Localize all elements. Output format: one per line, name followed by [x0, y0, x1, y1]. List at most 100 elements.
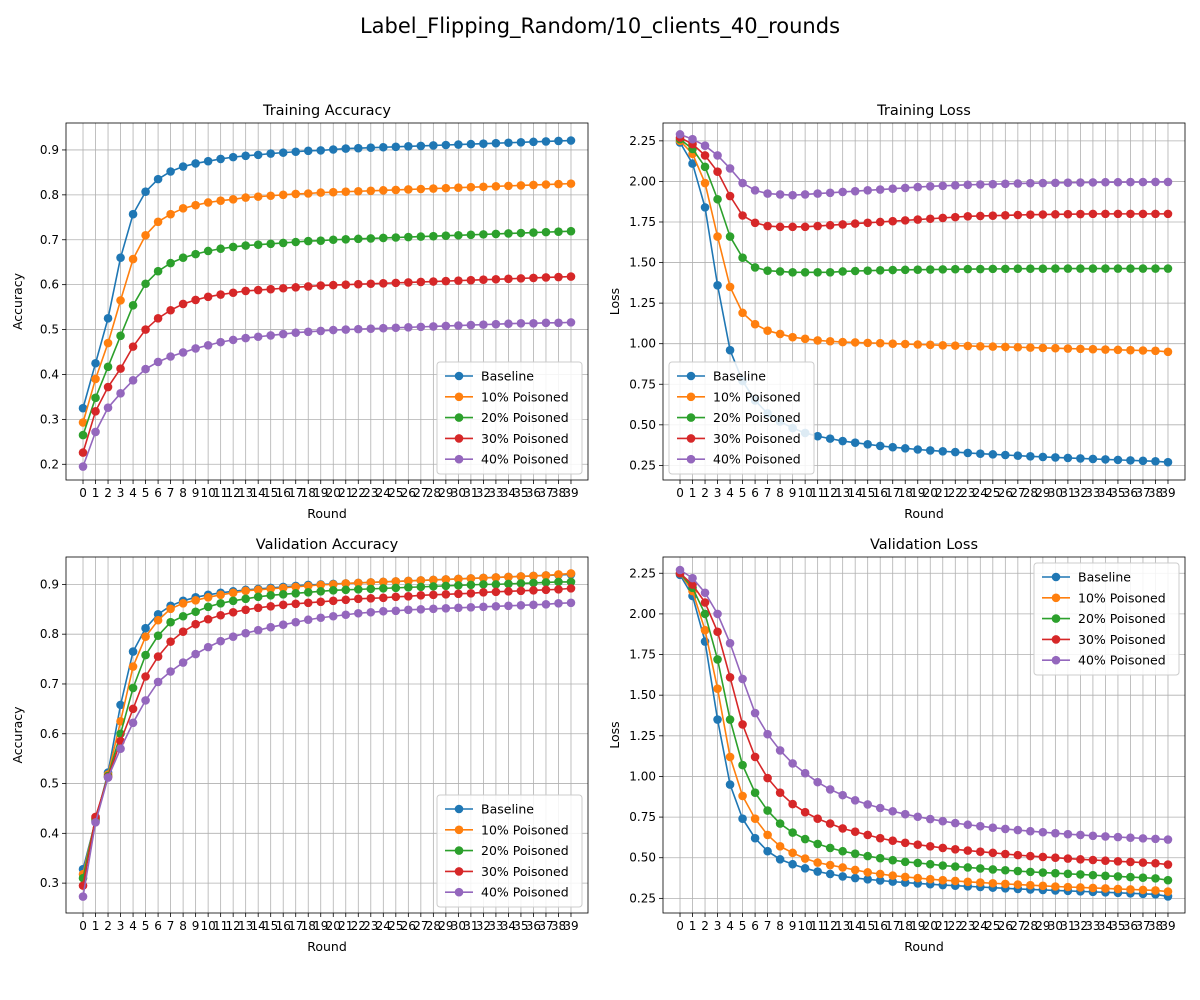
data-point [91, 358, 100, 368]
data-point [479, 602, 488, 612]
legend-label: 30% Poisoned [713, 431, 801, 446]
x-tick-label: 38 [551, 919, 566, 933]
x-tick-label: 4 [726, 486, 734, 500]
data-point [700, 598, 710, 607]
data-point [875, 441, 885, 451]
data-point [153, 174, 163, 184]
data-point [441, 603, 451, 613]
x-tick-label: 14 [251, 486, 266, 500]
data-point [925, 842, 935, 851]
y-axis-label: Accuracy [10, 706, 25, 764]
y-tick-label: 0.7 [40, 233, 59, 247]
data-point [750, 833, 760, 843]
data-point [725, 282, 735, 292]
data-point [379, 606, 388, 616]
data-point [1088, 870, 1098, 880]
data-point [688, 134, 697, 144]
data-point [813, 336, 822, 345]
x-tick-label: 29 [1035, 486, 1050, 500]
data-point [1076, 454, 1085, 463]
data-point [838, 220, 847, 229]
data-point [976, 449, 985, 459]
data-point [203, 198, 213, 207]
x-tick-label: 5 [142, 486, 150, 500]
data-point [1038, 852, 1048, 862]
x-tick-label: 29 [438, 919, 453, 933]
data-point [775, 190, 785, 199]
series-line [679, 569, 1169, 841]
x-tick-label: 11 [213, 486, 228, 500]
data-point [963, 212, 973, 221]
data-point [1151, 264, 1160, 273]
data-point [366, 607, 376, 617]
data-point [850, 827, 860, 837]
data-point [441, 231, 451, 241]
data-point [216, 599, 225, 608]
data-point [416, 604, 426, 614]
data-point [91, 406, 100, 416]
data-point [1051, 453, 1060, 462]
data-point [228, 607, 238, 617]
data-point [738, 211, 747, 220]
data-point [725, 672, 735, 682]
data-point [988, 450, 998, 459]
x-tick-label: 28 [426, 919, 441, 933]
x-tick-label: 35 [1110, 919, 1125, 933]
data-point [850, 186, 860, 196]
data-point [253, 150, 263, 160]
data-point [875, 217, 885, 227]
data-point [788, 759, 797, 768]
data-point [404, 278, 413, 287]
data-point [738, 308, 747, 318]
x-tick-label: 34 [1098, 919, 1113, 933]
data-point [153, 615, 163, 625]
data-point [713, 627, 722, 637]
data-point [763, 729, 772, 739]
data-point [1126, 872, 1135, 882]
data-point [800, 768, 810, 778]
data-point [441, 581, 451, 591]
data-point [328, 586, 338, 595]
series-40pct-poisoned [675, 130, 1173, 200]
data-point [850, 219, 860, 228]
data-point [850, 849, 860, 858]
data-point [504, 229, 513, 238]
data-point [976, 847, 985, 857]
data-point [291, 599, 301, 609]
data-point [1001, 865, 1010, 875]
x-tick-label: 20 [326, 919, 341, 933]
data-point [379, 279, 388, 288]
data-point [913, 858, 923, 868]
data-point [191, 295, 200, 305]
data-point [379, 142, 388, 152]
data-point [1163, 347, 1173, 357]
data-point [713, 194, 722, 204]
data-point [725, 164, 735, 173]
data-point [738, 791, 747, 801]
data-point [316, 580, 326, 590]
x-tick-label: 30 [451, 486, 466, 500]
data-point [516, 579, 526, 588]
data-point [116, 700, 125, 710]
data-point [153, 357, 163, 367]
data-point [141, 672, 150, 681]
data-point [166, 667, 175, 676]
data-point [166, 167, 175, 176]
data-point [153, 266, 163, 276]
data-point [141, 364, 150, 374]
x-tick-label: 33 [1085, 486, 1100, 500]
data-point [1126, 209, 1135, 219]
data-point [153, 652, 163, 661]
data-point [888, 877, 898, 886]
series-line [82, 587, 572, 886]
legend-box [1033, 562, 1180, 676]
series-line [679, 138, 1168, 274]
x-tick-label: 2 [104, 486, 112, 500]
data-point [491, 138, 501, 148]
y-tick-label: 1.75 [629, 215, 656, 229]
x-axis-label: Round [904, 506, 944, 521]
x-tick-label: 39 [563, 486, 578, 500]
data-point [988, 823, 998, 832]
series-line [82, 581, 571, 879]
data-point [504, 181, 513, 191]
